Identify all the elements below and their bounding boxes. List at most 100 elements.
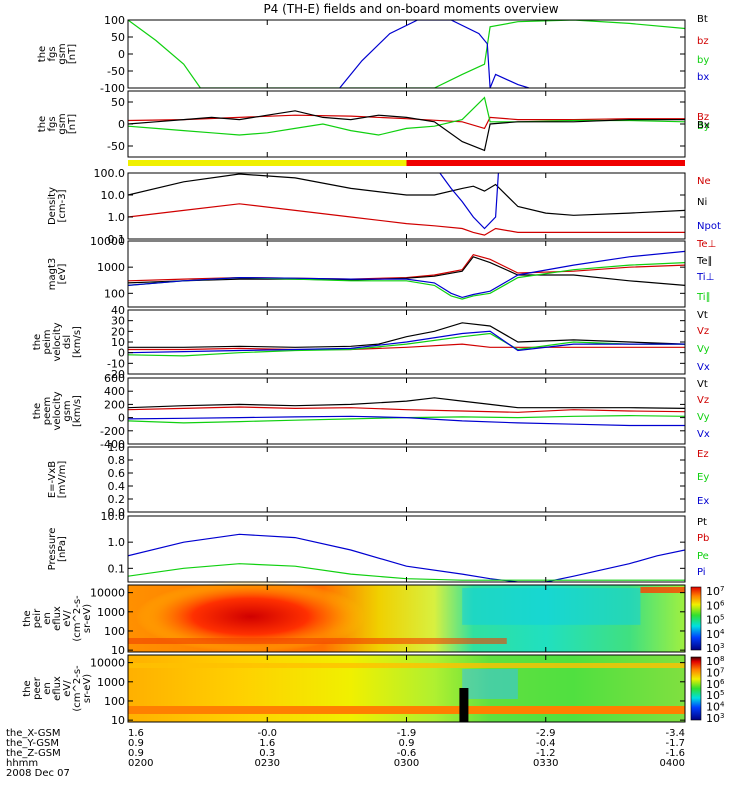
series-Vz: [128, 343, 685, 351]
legend-Vz: Vz: [697, 395, 709, 406]
y-tick-label: -100: [100, 82, 125, 95]
legend-Te∥: Te∥: [696, 256, 713, 267]
footer-value: -1.6: [665, 748, 685, 759]
y-tick-label: 1.0: [108, 441, 126, 454]
y-tick-label: 1.0: [108, 211, 126, 224]
legend-Te⊥: Te⊥: [696, 239, 716, 250]
footer-row-label: the_X-GSM: [6, 728, 60, 739]
footer-value: 0330: [533, 758, 558, 769]
y-tick-label: -50: [107, 140, 125, 153]
y-tick-label: 0.2: [108, 493, 126, 506]
series-Vx: [128, 415, 685, 427]
footer-value: 0400: [660, 758, 685, 769]
y-axis-label: gsm: [62, 400, 73, 421]
footer-value: -0.4: [536, 738, 556, 749]
y-axis-label: [mV/m]: [57, 461, 68, 499]
y-axis-label: Density: [47, 187, 58, 225]
series-Ti∥: [128, 262, 685, 300]
y-axis-label: [km/s]: [72, 395, 83, 427]
legend-Ti⊥: Ti⊥: [696, 272, 714, 283]
y-tick-label: 1.0: [108, 536, 126, 549]
legend-Ne: Ne: [697, 176, 711, 187]
y-tick-label: 0.4: [108, 480, 126, 493]
footer-value: 1.6: [128, 728, 144, 739]
y-axis-label: eV/: [62, 680, 73, 697]
footer-value: -2.9: [536, 728, 556, 739]
y-axis-label: the: [37, 46, 48, 62]
panel-p7: Ez Ey Ex 1.00.80.60.40.20.0 E=-VxB [mV/m]: [47, 441, 709, 519]
y-tick-label: 1000: [97, 606, 125, 619]
footer-row-label: the_Y-GSM: [6, 738, 59, 749]
y-tick-label: 30: [111, 315, 125, 328]
legend-bx: bx: [697, 72, 709, 83]
status-bar-segment: [128, 160, 407, 166]
colorbar: [690, 656, 702, 721]
heatmap-hotspot: [135, 580, 366, 653]
y-tick-label: 100: [104, 287, 125, 300]
y-tick-label: 10000: [90, 587, 125, 600]
y-tick-label: 40: [111, 304, 125, 317]
y-axis-label: peer: [32, 676, 43, 700]
footer-value: -3.4: [665, 728, 685, 739]
y-tick-label: 100.0: [94, 167, 126, 180]
footer-value: 0230: [255, 758, 280, 769]
y-axis-label: [nPa]: [57, 536, 68, 562]
footer-value: 0300: [394, 758, 419, 769]
heatmap-band: [128, 663, 685, 668]
footer-value: 0.9: [128, 748, 144, 759]
y-tick-label: 0.8: [108, 454, 126, 467]
legend-bz: bz: [697, 36, 709, 47]
y-tick-label: 100: [104, 625, 125, 638]
y-axis-label: en: [42, 682, 53, 695]
series-Vx: [128, 330, 685, 354]
y-tick-label: 1000: [97, 261, 125, 274]
legend-Bx: Bx: [697, 120, 710, 131]
panel-p4: Te⊥ Te∥ Ti⊥ Ti∥ 10000 1000 100 magt3 [eV]: [47, 235, 716, 308]
colorbar-tick-label: 104: [706, 628, 725, 641]
y-tick-label: 0: [118, 118, 125, 131]
y-tick-label: 0: [118, 412, 125, 425]
panel-p3: Ne Ni Npot 100.0 10.0 1.0 0.1 Density [cm-3]: [47, 167, 721, 246]
series-Vz: [128, 406, 685, 413]
panel-frame: [127, 172, 686, 240]
footer-value: 0.9: [399, 738, 415, 749]
y-tick-label: 50: [111, 96, 125, 109]
y-axis-label: peim: [42, 329, 53, 354]
legend-Bt: Bt: [697, 14, 708, 25]
y-tick-label: 1000: [97, 676, 125, 689]
y-tick-label: 10: [111, 336, 125, 349]
series-Vt: [128, 322, 685, 348]
colorbar-tick-label: 105: [706, 689, 724, 702]
series-Bz: [128, 114, 685, 130]
y-axis-label: eflux: [52, 676, 63, 701]
heatmap-band: [128, 638, 507, 644]
y-axis-label: gsm: [57, 113, 68, 134]
footer-value: -0.6: [397, 748, 417, 759]
y-tick-label: 20: [111, 325, 125, 338]
y-axis-label: magt3: [47, 258, 58, 291]
colorbar-tick-label: 103: [706, 642, 724, 655]
y-axis-label: fgs: [47, 46, 58, 61]
legend-Vy: Vy: [697, 344, 710, 355]
series-Vt: [128, 397, 685, 409]
legend-by: by: [697, 55, 709, 66]
series-Vy: [128, 332, 685, 357]
footer-value: 0.9: [128, 738, 144, 749]
colorbar-tick-label: 103: [706, 712, 724, 725]
series-Ne: [128, 203, 685, 236]
legend-Pt: Pt: [697, 517, 707, 528]
y-tick-label: 100: [104, 14, 125, 27]
footer-value: -1.2: [536, 748, 556, 759]
panel-frame: [127, 515, 686, 583]
panel-p8: Pt Pb Pe Pi 10.0 1.0 0.1 Pressure [nPa]: [47, 510, 709, 583]
series-Vy: [128, 414, 685, 424]
footer-value: -1.9: [397, 728, 417, 739]
series-Bx: [128, 110, 685, 152]
y-tick-label: 10: [111, 644, 125, 657]
legend-By: By: [697, 121, 710, 132]
y-axis-label: velocity: [52, 322, 63, 361]
